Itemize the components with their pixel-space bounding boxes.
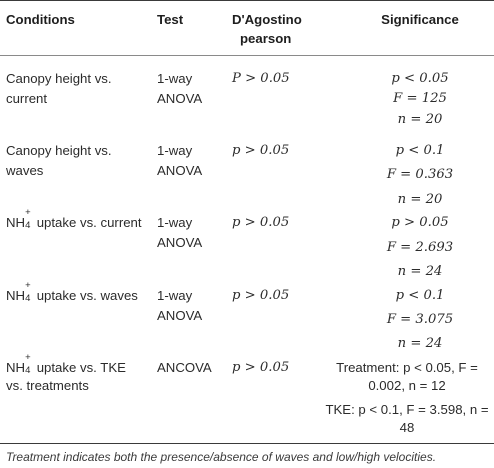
row2-significance-n: n = 20 <box>397 192 443 207</box>
row3-significance-f: F = 2.693 <box>386 240 454 255</box>
row5-nh4-sup: + <box>25 352 31 363</box>
row4-dagostino: p > 0.05 <box>232 288 290 303</box>
header-test: Test <box>157 12 184 27</box>
row3-test-line1: 1-way <box>157 215 193 230</box>
row2-test-line1: 1-way <box>157 143 193 158</box>
row4-nh4-sub: 4 <box>25 293 31 304</box>
row3-nh4-sub: 4 <box>25 220 31 231</box>
row5-nh4-sub: 4 <box>25 365 31 376</box>
row5-dagostino: p > 0.05 <box>232 360 290 375</box>
row3-nh4-sup: + <box>25 207 31 218</box>
row2-test-line2: ANOVA <box>157 163 203 178</box>
row2-condition-line2: waves <box>6 163 44 178</box>
row5-nh4-charge: +4 <box>25 353 33 376</box>
row4-test-line2: ANOVA <box>157 308 203 323</box>
row3-nh4-charge: +4 <box>25 208 33 231</box>
row2-significance-f: F = 0.363 <box>386 167 454 182</box>
header-significance: Significance <box>381 12 459 27</box>
row3-significance-n: n = 24 <box>397 264 443 279</box>
row2-condition-line1: Canopy height vs. <box>6 143 112 158</box>
header-conditions: Conditions <box>6 12 75 27</box>
row3-significance-p: p > 0.05 <box>391 215 449 230</box>
row4-condition-rest: uptake vs. waves <box>33 288 138 303</box>
row1-significance-f: F = 125 <box>393 91 447 106</box>
row3-test-line2: ANOVA <box>157 235 203 250</box>
header-rule <box>0 55 494 56</box>
row1-dagostino: P > 0.05 <box>232 71 290 86</box>
row3-condition-prefix: NH <box>6 215 26 230</box>
row2-significance-p: p < 0.1 <box>395 143 445 158</box>
row1-significance-n: n = 20 <box>397 112 443 127</box>
row4-significance-n: n = 24 <box>397 336 443 351</box>
row5-significance-treatment-line1: Treatment: p < 0.05, F = <box>336 360 478 375</box>
row1-test-line1: 1-way <box>157 71 193 86</box>
row3-dagostino: p > 0.05 <box>232 215 290 230</box>
row4-nh4-sup: + <box>25 280 31 291</box>
row4-test-line1: 1-way <box>157 288 193 303</box>
row3-condition: NH +4 uptake vs. current <box>6 208 142 232</box>
row4-condition-prefix: NH <box>6 288 26 303</box>
row1-condition-line1: Canopy height vs. <box>6 71 112 86</box>
row5-significance-treatment-line2: 0.002, n = 12 <box>368 378 446 393</box>
header-dagostino-line2: pearson <box>240 31 292 46</box>
row2-dagostino: p > 0.05 <box>232 143 290 158</box>
row5-condition-line2: vs. treatments <box>6 378 89 393</box>
row5-condition-line1: NH +4 uptake vs. TKE <box>6 353 126 377</box>
row5-significance-tke-line2: 48 <box>399 420 415 435</box>
row4-significance-f: F = 3.075 <box>386 312 454 327</box>
row5-condition-rest: uptake vs. TKE <box>33 360 126 375</box>
row5-significance-tke-line1: TKE: p < 0.1, F = 3.598, n = <box>325 402 489 417</box>
row1-significance-p: p < 0.05 <box>391 71 449 86</box>
row5-condition-prefix: NH <box>6 360 26 375</box>
row4-nh4-charge: +4 <box>25 281 33 304</box>
row3-condition-rest: uptake vs. current <box>33 215 142 230</box>
row4-condition: NH +4 uptake vs. waves <box>6 281 138 305</box>
row4-significance-p: p < 0.1 <box>395 288 445 303</box>
table-bottom-rule <box>0 443 494 444</box>
header-dagostino-line1: D'Agostino <box>232 12 302 27</box>
row1-condition-line2: current <box>6 91 48 106</box>
table-top-rule <box>0 0 494 1</box>
row1-test-line2: ANOVA <box>157 91 203 106</box>
table-footnote: Treatment indicates both the presence/ab… <box>6 450 437 464</box>
row5-test: ANCOVA <box>157 360 212 375</box>
